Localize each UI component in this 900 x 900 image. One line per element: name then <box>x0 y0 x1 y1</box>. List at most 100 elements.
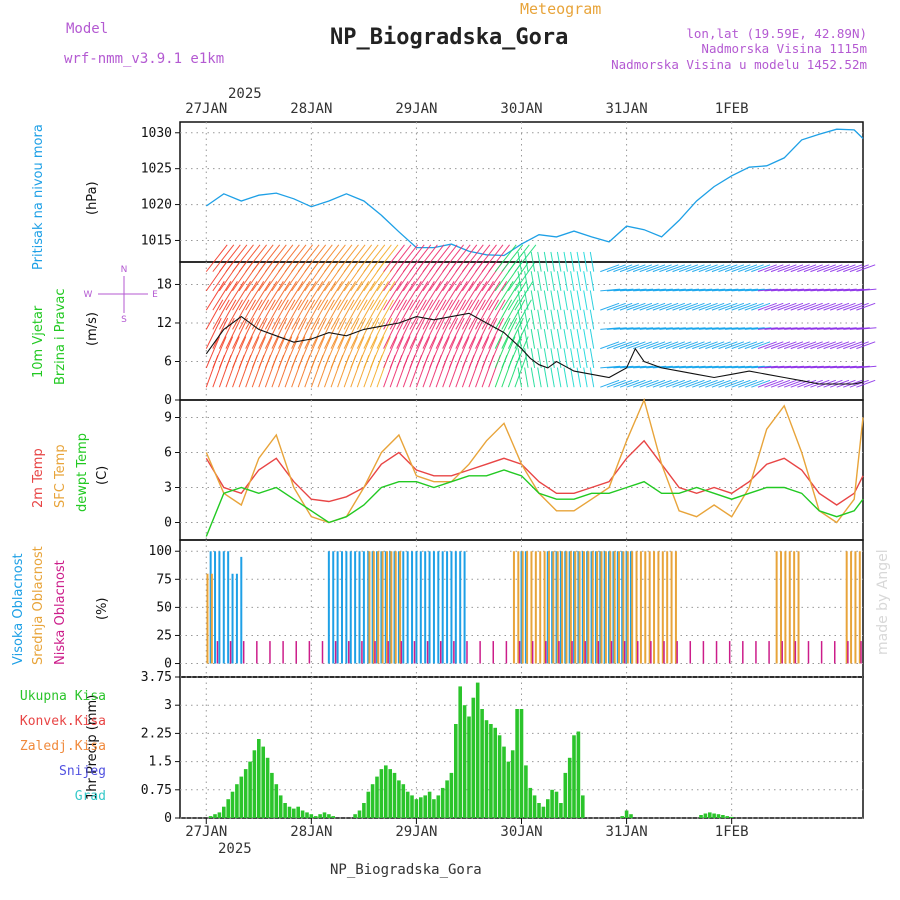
precip-bar <box>401 784 406 818</box>
cloud-ytick-label: 0 <box>164 657 172 672</box>
wind-barb <box>685 264 705 273</box>
wind-barb <box>724 341 745 350</box>
wind-barb <box>396 281 416 311</box>
precip-ytick-label: 0.75 <box>141 783 172 798</box>
wind-barb <box>429 244 451 272</box>
wind-barb <box>514 355 528 388</box>
cloud-unit: (%) <box>95 598 110 621</box>
wind-barb <box>803 379 823 388</box>
precip-bar <box>357 810 362 818</box>
temp-line-1 <box>205 397 864 524</box>
wind-barb <box>212 336 227 369</box>
wind-barb <box>570 271 575 291</box>
x-label-top: 27JAN <box>185 101 227 117</box>
wind-barb <box>626 302 646 311</box>
wind-barb <box>777 302 797 311</box>
wind-barb <box>514 299 532 330</box>
wind-barb <box>429 317 445 349</box>
temp-unit: (C) <box>95 466 110 485</box>
wind-barb <box>402 299 421 330</box>
precip-bar <box>252 750 257 818</box>
wind-barb <box>738 288 759 292</box>
wind-barb <box>751 288 772 292</box>
wind-barb <box>324 299 342 330</box>
wind-barb <box>751 341 771 350</box>
wind-barb <box>330 336 345 369</box>
precip-bar <box>265 757 270 818</box>
wind-barb <box>330 281 350 311</box>
wind-barb <box>543 290 549 311</box>
wind-barb <box>685 302 705 311</box>
cloud-ytick-label: 50 <box>156 600 172 615</box>
wind-barb <box>738 327 759 330</box>
wind-barb <box>665 264 685 273</box>
wind-barb <box>396 244 419 272</box>
wind-barb <box>830 327 851 330</box>
wind-barb <box>363 336 378 369</box>
wind-barb <box>613 302 633 311</box>
precip-bar <box>322 812 327 818</box>
wind-barb <box>514 262 535 292</box>
wind-barb <box>632 379 653 388</box>
wind-barb <box>363 317 380 349</box>
wind-barb <box>363 244 386 272</box>
temp-ytick-label: 3 <box>164 481 172 496</box>
wind-barb <box>402 244 425 272</box>
wind-barb <box>606 341 626 350</box>
wind-barb <box>856 264 876 273</box>
precip-bar <box>510 750 515 818</box>
wind-barb <box>468 244 491 272</box>
wind-barb <box>823 341 843 350</box>
temp-line-0 <box>205 439 864 506</box>
wind-barb <box>507 262 529 292</box>
wind-barb <box>356 244 379 272</box>
wind-barb <box>698 264 718 273</box>
wind-barb <box>363 281 383 311</box>
wind-barb <box>600 264 620 273</box>
wind-barb <box>744 264 764 273</box>
wind-barb <box>422 281 442 311</box>
wind-barb <box>310 336 326 369</box>
wind-barb <box>389 281 409 311</box>
wind-barb <box>652 288 673 292</box>
wind-barb <box>422 244 445 272</box>
wind-barb <box>530 348 536 368</box>
precip-bar <box>423 795 427 818</box>
wind-barb <box>225 281 245 311</box>
wind-barb <box>524 348 529 368</box>
wind-barb <box>481 317 498 349</box>
wind-barb <box>550 367 555 388</box>
wind-barb <box>461 281 481 311</box>
x-label-top: 28JAN <box>290 101 332 117</box>
wind-barb <box>672 264 692 273</box>
wind-barb <box>672 327 693 330</box>
wind-ytick-label: 6 <box>164 354 172 369</box>
wind-barb <box>389 317 406 349</box>
wind-barb <box>264 336 280 369</box>
wind-speed-line <box>205 312 864 385</box>
wind-barb <box>711 302 731 311</box>
wind-barb <box>751 264 771 273</box>
pressure-line <box>205 128 864 257</box>
wind-barb <box>764 302 784 311</box>
wind-barb <box>738 379 758 388</box>
precip-bar <box>519 709 524 818</box>
wind-barb <box>646 302 666 311</box>
precip-bar <box>213 814 217 818</box>
precip-bar <box>235 784 239 818</box>
wind-barb <box>757 341 777 350</box>
wind-barb <box>416 244 438 272</box>
wind-barb <box>563 367 568 388</box>
wind-barb <box>442 244 464 272</box>
wind-barb <box>606 302 626 311</box>
wind-barb <box>356 336 372 369</box>
wind-barb <box>537 251 542 272</box>
precip-bar <box>362 803 366 818</box>
precip-bar <box>300 810 305 818</box>
wind-barb <box>685 288 706 292</box>
wind-barb <box>810 264 830 273</box>
wind-barb <box>639 327 660 330</box>
wind-barb <box>583 367 588 388</box>
precip-bar <box>624 810 629 818</box>
wind-barb <box>310 299 329 330</box>
